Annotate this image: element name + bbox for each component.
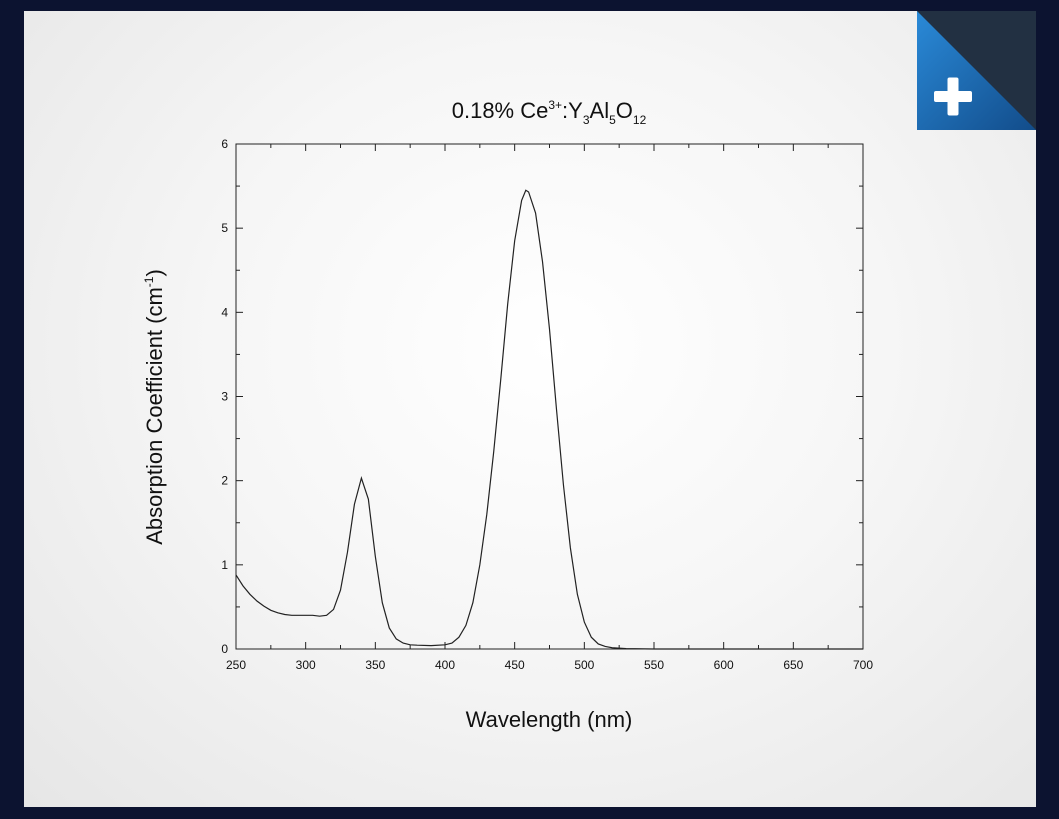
x-tick-label: 600 (714, 658, 734, 672)
x-tick-label: 550 (644, 658, 664, 672)
tick-labels-layer: 250 300 350 400 450 500 550 600 650 700 0 1 2 3 4 5 6 (221, 137, 873, 672)
y-tick-label: 2 (221, 474, 228, 488)
x-tick-label: 650 (783, 658, 803, 672)
plus-icon (934, 77, 972, 116)
title-prefix: 0.18% Ce (452, 98, 549, 123)
title-ce-superscript: 3+ (548, 98, 562, 112)
plot-frame (235, 143, 864, 650)
expand-button[interactable] (917, 11, 1036, 130)
chart-panel: 0.18% Ce3+:Y3Al5O12 Absorption Coefficie… (24, 11, 1036, 807)
chart-title: 0.18% Ce3+:Y3Al5O12 (452, 98, 647, 127)
y-tick-label: 6 (221, 137, 228, 151)
x-axis-title: Wavelength (nm) (466, 707, 633, 732)
x-tick-label: 350 (365, 658, 385, 672)
title-al: Al (590, 98, 610, 123)
series-line (235, 189, 863, 650)
y-tick-label: 0 (221, 642, 228, 656)
x-tick-label: 400 (435, 658, 455, 672)
title-al-subscript: 5 (609, 113, 616, 127)
y-tick-label: 4 (221, 305, 228, 319)
x-tick-label: 450 (505, 658, 525, 672)
y-axis-title-end: ) (142, 269, 167, 276)
y-axis-title-main: Absorption Coefficient (cm (142, 287, 167, 545)
y-axis-title: Absorption Coefficient (cm-1) (142, 269, 167, 545)
title-o-subscript: 12 (633, 113, 647, 127)
title-o: O (616, 98, 633, 123)
x-tick-label: 300 (296, 658, 316, 672)
ticks-layer (235, 143, 864, 650)
y-tick-label: 5 (221, 221, 228, 235)
x-tick-label: 250 (226, 658, 246, 672)
title-separator: :Y (562, 98, 583, 123)
title-y-subscript: 3 (583, 113, 590, 127)
y-tick-label: 1 (221, 558, 228, 572)
y-tick-label: 3 (221, 390, 228, 404)
x-tick-label: 700 (853, 658, 873, 672)
y-axis-title-superscript: -1 (142, 276, 156, 287)
chart: 0.18% Ce3+:Y3Al5O12 Absorption Coefficie… (142, 11, 1036, 732)
x-tick-label: 500 (574, 658, 594, 672)
